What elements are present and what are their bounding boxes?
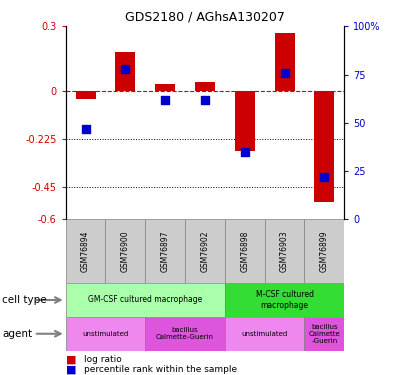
Text: GSM76898: GSM76898 — [240, 231, 249, 272]
Bar — [66, 317, 145, 351]
Text: unstimulated: unstimulated — [242, 331, 288, 337]
Bar — [265, 219, 304, 283]
Text: GSM76903: GSM76903 — [280, 230, 289, 272]
Bar — [76, 91, 96, 99]
Bar — [145, 219, 185, 283]
Bar — [105, 219, 145, 283]
Point — [281, 70, 288, 76]
Text: ■: ■ — [66, 364, 76, 374]
Point — [82, 126, 89, 132]
Text: GSM76899: GSM76899 — [320, 231, 329, 272]
Text: ■: ■ — [66, 354, 76, 364]
Text: GSM76897: GSM76897 — [161, 231, 170, 272]
Title: GDS2180 / AGhsA130207: GDS2180 / AGhsA130207 — [125, 11, 285, 24]
Text: M-CSF cultured
macrophage: M-CSF cultured macrophage — [256, 290, 314, 310]
Text: GSM76902: GSM76902 — [201, 231, 209, 272]
Text: percentile rank within the sample: percentile rank within the sample — [84, 365, 237, 374]
Text: unstimulated: unstimulated — [82, 331, 129, 337]
Bar — [275, 33, 295, 91]
Bar — [185, 219, 225, 283]
Bar — [304, 317, 344, 351]
Bar — [195, 82, 215, 91]
Text: bacillus
Calmette-Guerin: bacillus Calmette-Guerin — [156, 327, 214, 340]
Point — [122, 66, 129, 72]
Bar — [155, 84, 175, 91]
Bar — [225, 317, 304, 351]
Point — [202, 97, 208, 103]
Bar — [304, 219, 344, 283]
Bar — [66, 219, 105, 283]
Text: cell type: cell type — [2, 295, 47, 305]
Bar — [66, 283, 225, 317]
Bar — [225, 219, 265, 283]
Text: agent: agent — [2, 329, 32, 339]
Text: log ratio: log ratio — [84, 355, 121, 364]
Text: GM-CSF cultured macrophage: GM-CSF cultured macrophage — [88, 296, 203, 304]
Text: bacillus
Calmette
-Guerin: bacillus Calmette -Guerin — [308, 324, 340, 344]
Bar — [145, 317, 225, 351]
Bar — [225, 283, 344, 317]
Point — [162, 97, 168, 103]
Text: GSM76900: GSM76900 — [121, 230, 130, 272]
Bar — [235, 91, 255, 151]
Bar — [314, 91, 334, 202]
Bar — [115, 52, 135, 91]
Text: GSM76894: GSM76894 — [81, 231, 90, 272]
Point — [242, 149, 248, 155]
Point — [321, 174, 328, 180]
